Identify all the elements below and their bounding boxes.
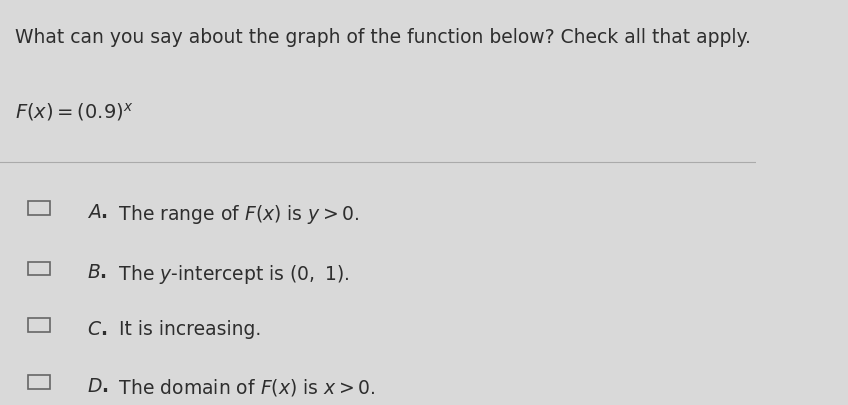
FancyBboxPatch shape — [28, 262, 49, 275]
Text: $\mathit{C}$.: $\mathit{C}$. — [87, 320, 107, 339]
Text: $\mathit{A}$.: $\mathit{A}$. — [87, 202, 108, 222]
Text: $\mathit{D}$.: $\mathit{D}$. — [87, 377, 109, 396]
Text: $F(x) = (0.9)^x$: $F(x) = (0.9)^x$ — [15, 101, 134, 123]
FancyBboxPatch shape — [28, 201, 49, 215]
FancyBboxPatch shape — [28, 375, 49, 389]
Text: What can you say about the graph of the function below? Check all that apply.: What can you say about the graph of the … — [15, 28, 751, 47]
FancyBboxPatch shape — [28, 318, 49, 332]
Text: It is increasing.: It is increasing. — [114, 320, 262, 339]
Text: The range of $\mathit{F(x)}$ is $y > 0$.: The range of $\mathit{F(x)}$ is $y > 0$. — [114, 202, 360, 226]
Text: The $\mathit{y}$-intercept is $(0,\ 1)$.: The $\mathit{y}$-intercept is $(0,\ 1)$. — [114, 263, 350, 286]
Text: The domain of $\mathit{F(x)}$ is $x > 0$.: The domain of $\mathit{F(x)}$ is $x > 0$… — [114, 377, 376, 398]
Text: $\mathit{B}$.: $\mathit{B}$. — [87, 263, 107, 282]
